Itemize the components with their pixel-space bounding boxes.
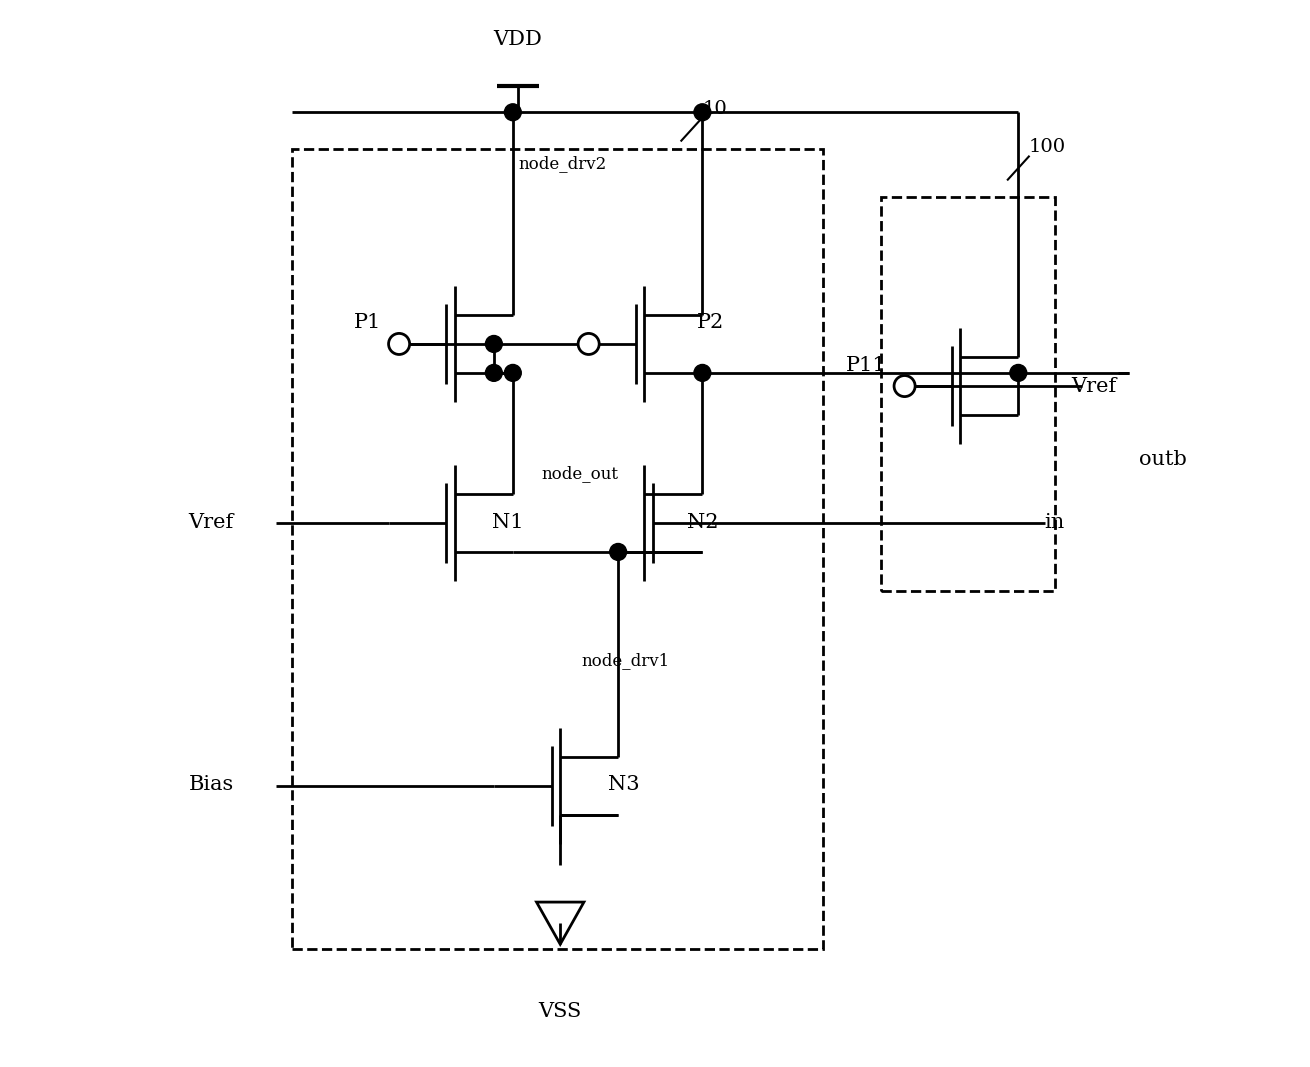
Text: N3: N3 [608,775,639,794]
Text: node_out: node_out [541,465,618,482]
Text: VDD: VDD [494,30,542,49]
Circle shape [504,365,521,381]
Text: Vref: Vref [189,513,233,532]
Circle shape [389,333,410,354]
Text: N1: N1 [491,513,524,532]
Circle shape [609,543,626,560]
Text: 10: 10 [702,99,727,117]
Text: N2: N2 [686,513,718,532]
Text: Vref: Vref [1072,377,1116,396]
Text: node_drv2: node_drv2 [517,156,607,172]
Circle shape [694,365,711,381]
Circle shape [694,103,711,121]
Text: P1: P1 [354,314,381,333]
Text: VSS: VSS [538,1002,582,1021]
Bar [292,149,824,950]
Bar [882,196,1055,591]
Text: in: in [1044,513,1065,532]
Text: Bias: Bias [189,775,233,794]
Text: P2: P2 [697,314,724,333]
Text: node_drv1: node_drv1 [582,653,669,669]
Text: 100: 100 [1028,139,1066,157]
Text: outb: outb [1140,450,1187,469]
Circle shape [578,333,599,354]
Circle shape [504,103,521,121]
Circle shape [486,365,502,381]
Circle shape [893,376,916,397]
Text: P11: P11 [846,355,887,375]
Circle shape [1010,365,1027,381]
Circle shape [486,335,502,352]
